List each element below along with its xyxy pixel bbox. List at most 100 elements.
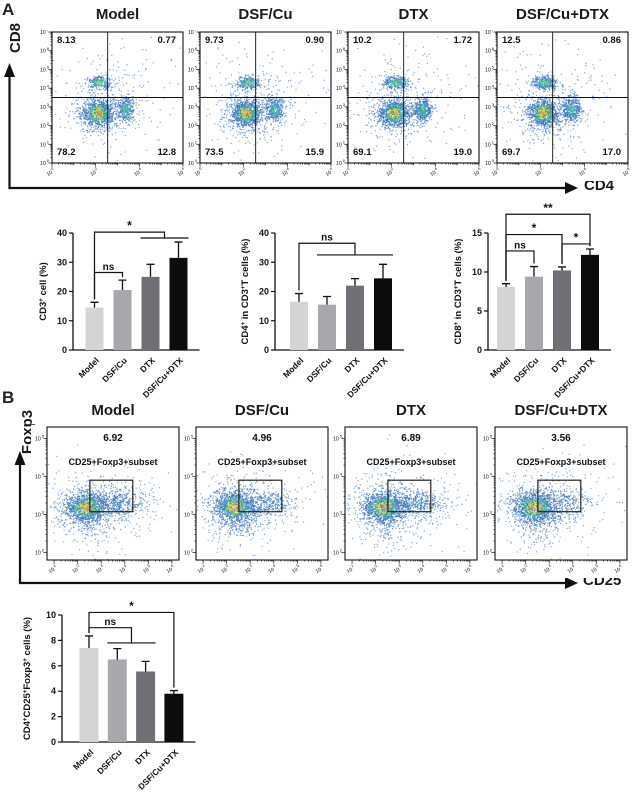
error-bar	[85, 635, 93, 649]
quadrant-ur-value: 1.72	[453, 35, 473, 46]
category-label: Model	[76, 355, 100, 379]
significance-label: *	[127, 219, 132, 233]
gate-subset-label: CD25+Foxp3+subset	[366, 457, 456, 467]
flow-plot-canvas	[479, 425, 631, 578]
gate-percent-value: 3.56	[551, 433, 571, 444]
svg-text:CD4+CD25+Foxp3+ cells (%): CD4+CD25+Foxp3+ cells (%)	[22, 617, 33, 740]
quadrant-ll-value: 78.2	[57, 147, 76, 158]
quadrant-lr-value: 17.0	[602, 147, 622, 158]
bar-Model	[79, 648, 99, 742]
error-bar	[502, 283, 510, 287]
significance-label: *	[532, 221, 537, 235]
quadrant-lr-value: 19.0	[453, 147, 473, 158]
bar-DSF/Cu+DTX	[164, 693, 184, 742]
error-bar	[530, 265, 538, 277]
flow-plot-title: DTX	[396, 402, 426, 419]
significance-bracket	[505, 213, 591, 281]
error-bar	[146, 263, 155, 277]
bar-DSF/Cu	[525, 276, 543, 350]
svg-text:CD3+ cell (%): CD3+ cell (%)	[38, 262, 49, 320]
svg-text:40: 40	[57, 228, 67, 238]
up-arrow-icon	[4, 63, 15, 77]
error-bar	[118, 279, 127, 291]
error-bar	[558, 266, 566, 271]
quadrant-ul-value: 12.5	[502, 35, 521, 46]
category-label: Model	[281, 355, 305, 379]
panel-a-axis-arrow	[4, 63, 578, 194]
svg-text:10: 10	[259, 316, 269, 326]
bar-DTX	[553, 270, 571, 350]
significance-label: ns	[103, 262, 115, 273]
category-label: DTX	[549, 355, 568, 374]
category-label: DSF/Cu	[512, 355, 541, 384]
svg-text:15: 15	[472, 228, 482, 238]
significance-label: ns	[321, 233, 333, 244]
bar-DTX	[141, 276, 160, 350]
flow-plot-title: DSF/Cu	[238, 6, 293, 23]
svg-text:20: 20	[57, 287, 67, 297]
bar-DTX	[136, 671, 156, 742]
category-label: DTX	[138, 355, 157, 374]
flow-plot-canvas	[180, 425, 332, 578]
svg-text:0: 0	[51, 737, 56, 747]
gate-subset-label: CD25+Foxp3+subset	[217, 457, 307, 467]
bar-Model	[497, 286, 515, 350]
gate-percent-value: 4.96	[252, 433, 272, 444]
quadrant-ul-value: 10.2	[353, 35, 372, 46]
error-bar	[586, 248, 594, 255]
category-label: DTX	[133, 747, 152, 766]
flow-plot-title: Model	[91, 402, 135, 419]
flow-plot-title: DSF/Cu+DTX	[514, 402, 608, 419]
right-arrow-icon	[565, 577, 578, 589]
quadrant-ul-value: 9.73	[205, 35, 224, 46]
category-label: DTX	[342, 355, 361, 374]
significance-label: **	[543, 201, 553, 215]
svg-text:20: 20	[259, 287, 269, 297]
quadrant-ur-value: 0.77	[157, 35, 177, 46]
significance-bracket	[88, 627, 156, 644]
error-bar	[323, 295, 331, 305]
error-bar	[379, 263, 387, 279]
gate-percent-value: 6.89	[401, 433, 421, 444]
flow-plot-canvas	[481, 30, 632, 181]
svg-text:10: 10	[472, 267, 482, 277]
bar-DSF/Cu+DTX	[374, 278, 392, 350]
bar-DSF/Cu+DTX	[169, 257, 188, 350]
up-arrow-icon	[14, 451, 26, 465]
flow-plot-title: DSF/Cu+DTX	[516, 6, 609, 23]
svg-text:30: 30	[259, 257, 269, 267]
bar-DSF/Cu	[107, 659, 127, 742]
flow-plot-title: Model	[95, 6, 140, 23]
error-bar	[141, 660, 150, 672]
panel-b-axis-arrow	[14, 451, 578, 589]
right-arrow-icon	[565, 182, 578, 194]
quadrant-ll-value: 73.5	[205, 147, 224, 158]
bar-Model	[290, 301, 308, 350]
quadrant-ll-value: 69.7	[502, 147, 521, 158]
cd8-axis-label: CD8	[7, 23, 24, 54]
gate-subset-label: CD25+Foxp3+subset	[516, 457, 606, 467]
svg-text:0: 0	[62, 345, 67, 355]
panel-b-label: B	[2, 388, 15, 407]
quadrant-ul-value: 8.13	[57, 35, 76, 46]
svg-text:CD8+ in CD3+T cells (%): CD8+ in CD3+T cells (%)	[453, 239, 464, 345]
gate-subset-label: CD25+Foxp3+subset	[68, 457, 158, 467]
significance-bracket	[505, 250, 535, 281]
flow-plot-title: DSF/Cu	[234, 402, 290, 419]
svg-text:5: 5	[477, 306, 482, 316]
significance-bracket	[88, 611, 175, 688]
error-bar	[295, 292, 303, 302]
error-bar	[169, 689, 178, 694]
significance-bracket	[561, 243, 591, 264]
bar-DSF/Cu+DTX	[581, 254, 599, 350]
quadrant-ur-value: 0.90	[305, 35, 325, 46]
quadrant-ur-value: 0.86	[602, 35, 622, 46]
svg-text:0: 0	[477, 345, 482, 355]
svg-text:4: 4	[51, 686, 56, 696]
quadrant-lr-value: 12.8	[157, 147, 177, 158]
category-label: DSF/Cu	[100, 355, 129, 384]
svg-text:10: 10	[46, 610, 56, 620]
bar-DSF/Cu	[318, 304, 336, 350]
